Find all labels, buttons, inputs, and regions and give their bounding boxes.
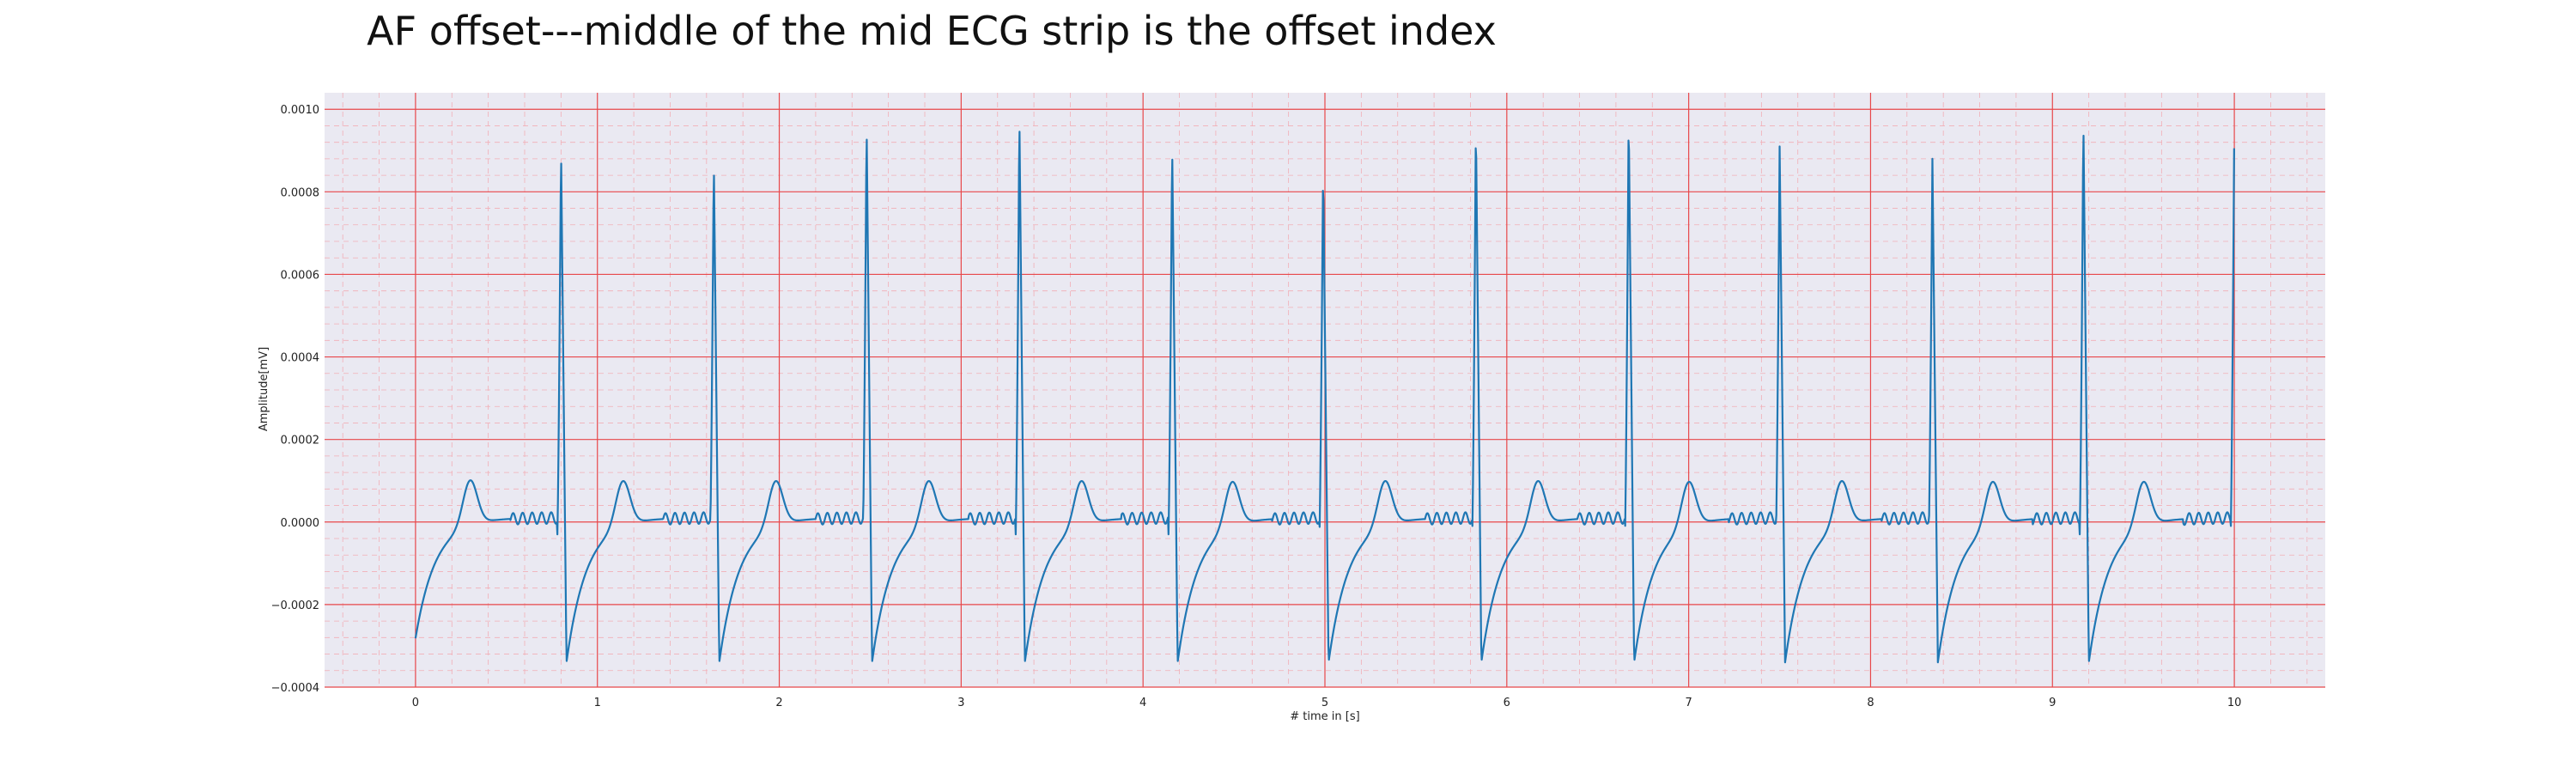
x-tick-label: 6 <box>1504 697 1510 709</box>
x-tick-label: 0 <box>412 697 419 709</box>
x-tick-label: 7 <box>1685 697 1692 709</box>
y-tick-label: −0.0002 <box>271 600 319 612</box>
y-axis-label: Amplitude[mV] <box>258 347 270 431</box>
y-tick-label: 0.0000 <box>281 517 320 530</box>
x-tick-label: 4 <box>1139 697 1146 709</box>
x-tick-label: 3 <box>957 697 964 709</box>
x-tick-label: 8 <box>1867 697 1874 709</box>
x-axis-ticks: 0 1 2 3 4 5 6 7 8 9 10 <box>412 697 2242 709</box>
y-tick-label: −0.0004 <box>271 682 319 695</box>
ecg-series-line <box>414 131 2235 664</box>
y-tick-label: 0.0004 <box>281 352 320 365</box>
x-tick-label: 2 <box>775 697 782 709</box>
x-tick-label: 1 <box>594 697 601 709</box>
chart-title: AF offset---middle of the mid ECG strip … <box>367 8 1497 54</box>
y-tick-label: 0.0010 <box>281 104 320 117</box>
x-tick-label: 9 <box>2049 697 2056 709</box>
x-tick-label: 10 <box>2227 697 2242 709</box>
y-tick-label: 0.0008 <box>281 186 320 199</box>
x-axis-label: # time in [s] <box>1290 710 1359 723</box>
y-tick-label: 0.0002 <box>281 435 320 447</box>
major-grid <box>325 93 2325 688</box>
x-tick-label: 5 <box>1321 697 1328 709</box>
y-axis-ticks: −0.0004 −0.0002 0.0000 0.0002 0.0004 0.0006 0.… <box>271 104 319 695</box>
ecg-trace-group <box>414 131 2235 664</box>
y-tick-label: 0.0006 <box>281 269 320 282</box>
